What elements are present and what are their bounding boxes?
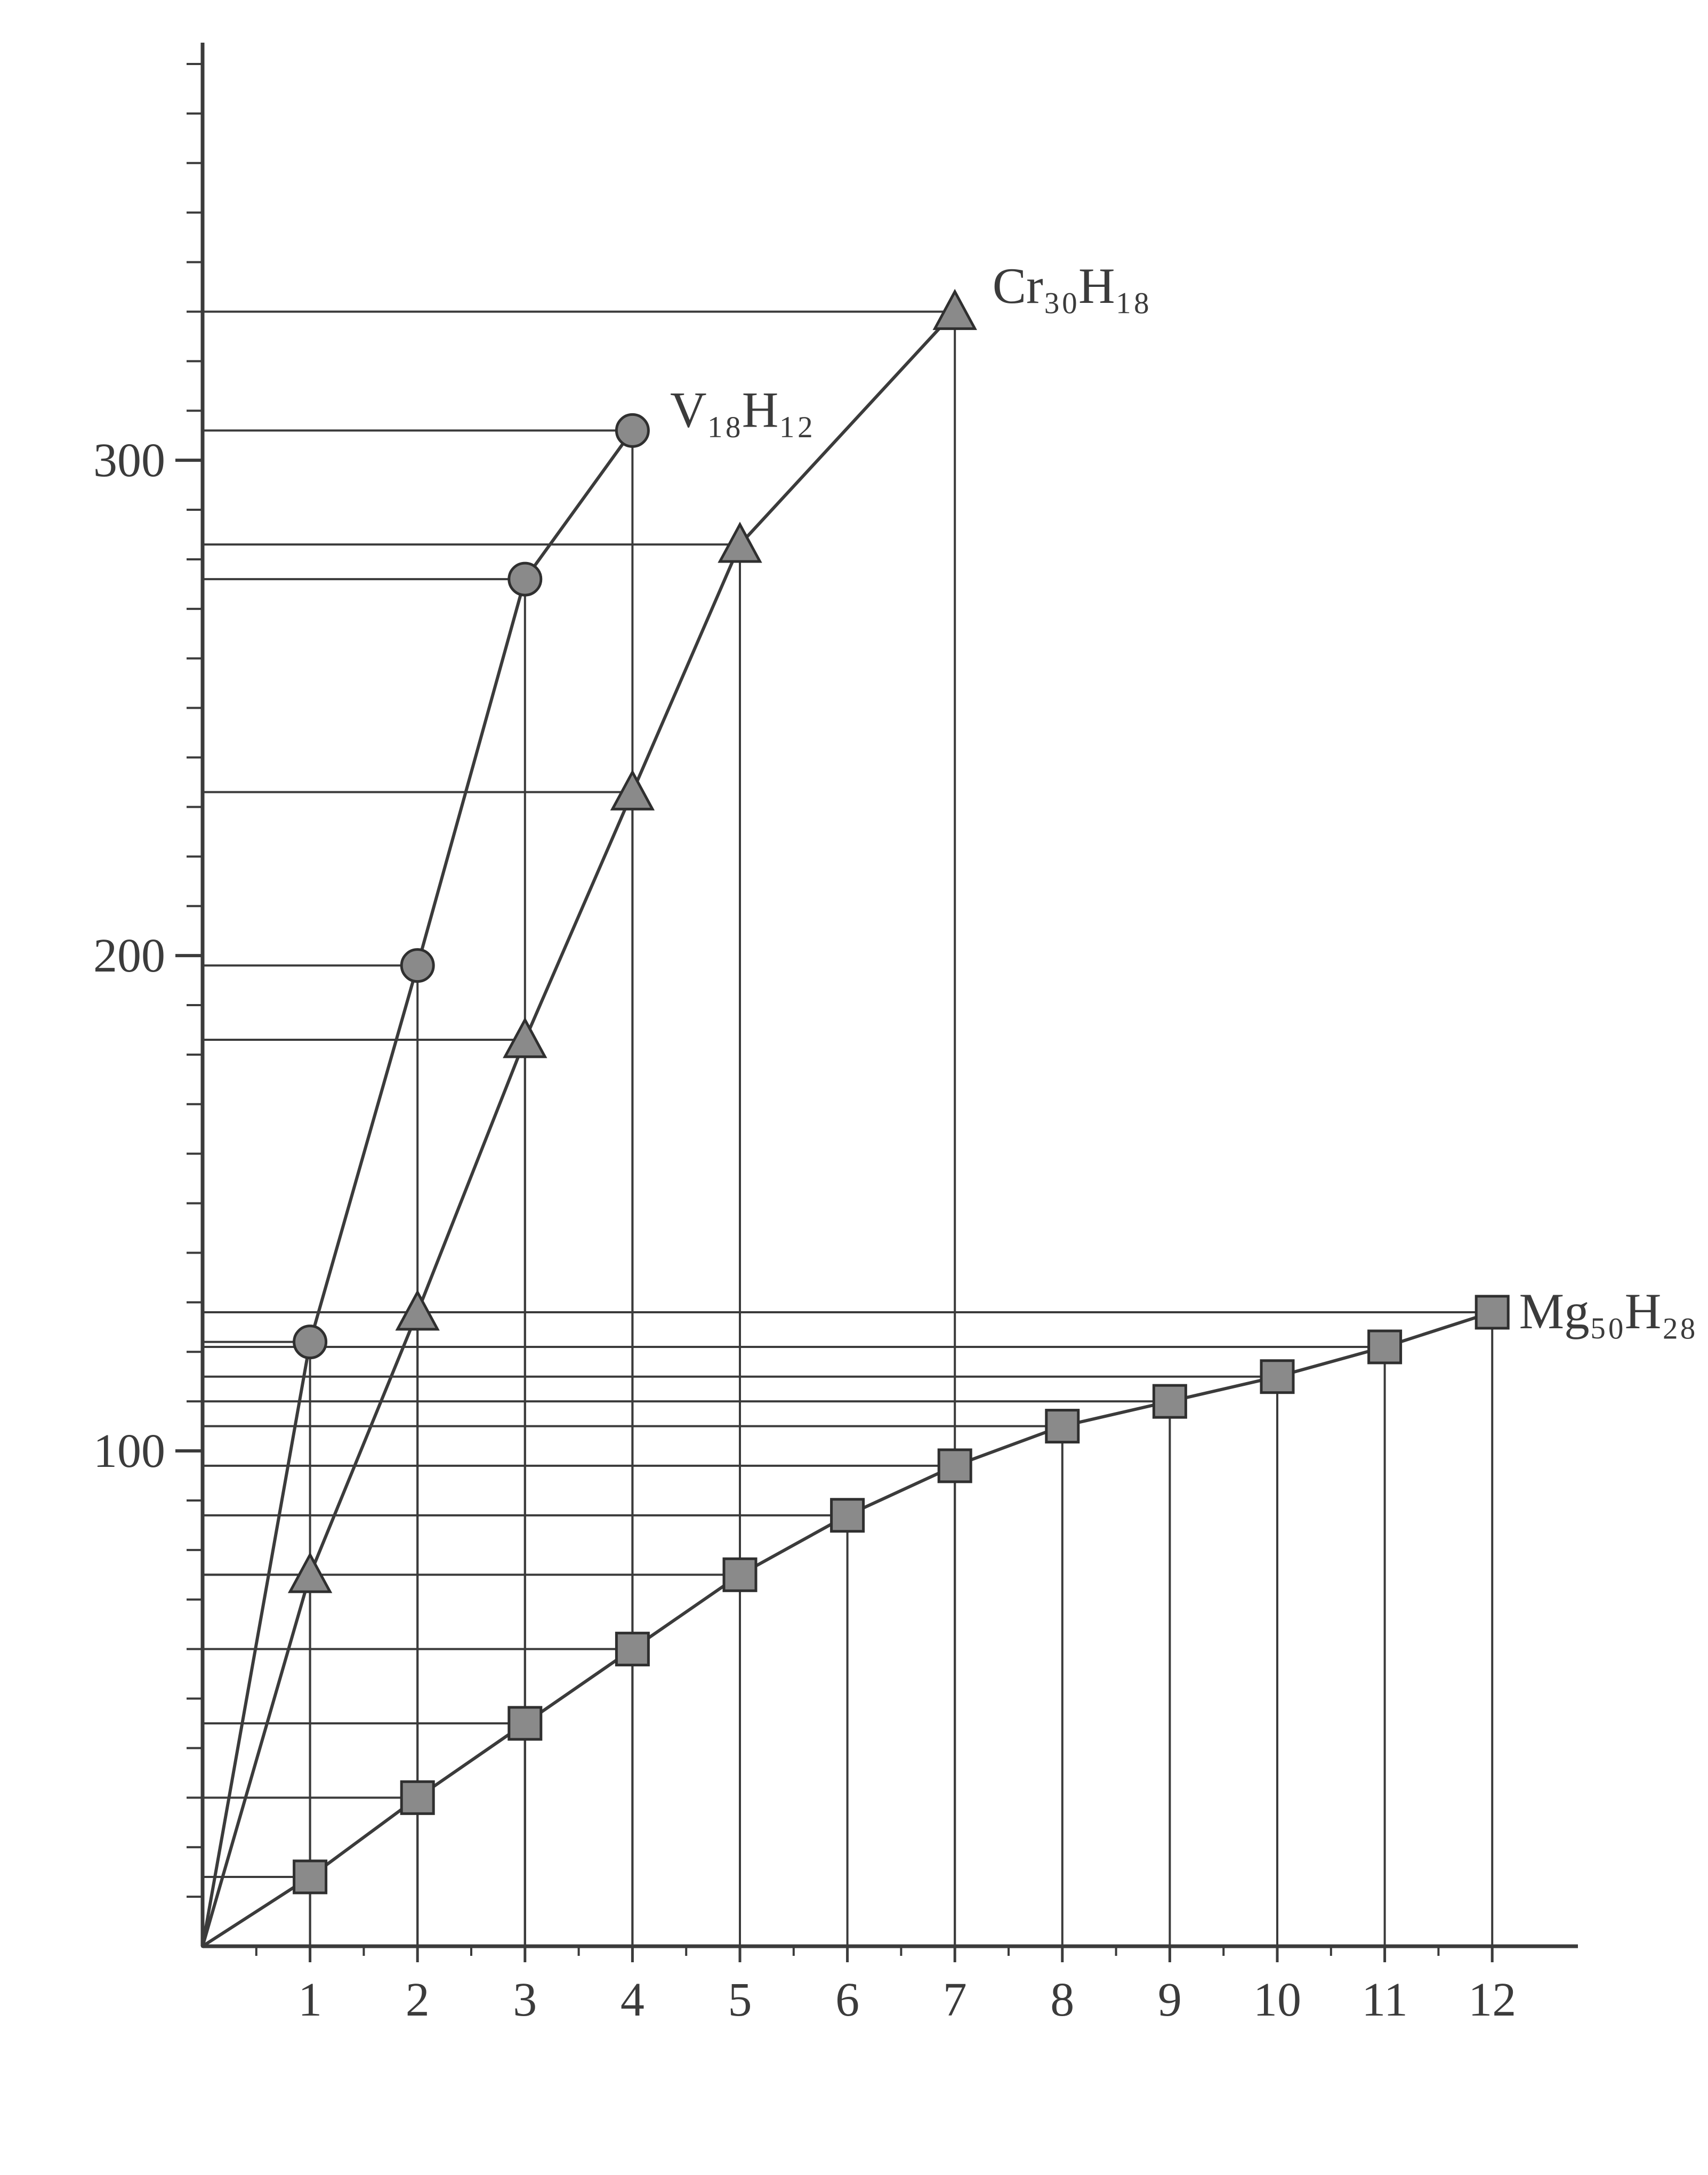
marker-mg bbox=[939, 1450, 971, 1482]
marker-mg bbox=[1154, 1385, 1186, 1417]
marker-mg bbox=[1046, 1410, 1078, 1442]
x-tick-label: 9 bbox=[1158, 1973, 1182, 2026]
marker-mg bbox=[294, 1861, 326, 1893]
marker-v bbox=[616, 414, 648, 446]
marker-mg bbox=[616, 1633, 648, 1665]
x-tick-label: 1 bbox=[298, 1973, 322, 2026]
marker-v bbox=[401, 950, 433, 982]
marker-mg bbox=[509, 1707, 541, 1739]
marker-mg bbox=[401, 1781, 433, 1813]
marker-mg bbox=[832, 1499, 864, 1531]
series-label-cr: Cr₃₀H₁₈ bbox=[993, 258, 1150, 314]
x-tick-label: 6 bbox=[835, 1973, 859, 2026]
y-tick-label: 300 bbox=[93, 434, 165, 487]
marker-v bbox=[509, 563, 541, 595]
x-tick-label: 2 bbox=[406, 1973, 430, 2026]
y-tick-label: 200 bbox=[93, 929, 165, 982]
marker-mg bbox=[1369, 1331, 1401, 1363]
marker-mg bbox=[724, 1559, 756, 1591]
x-tick-label: 5 bbox=[728, 1973, 752, 2026]
series-label-v: V₁₈H₁₂ bbox=[670, 381, 814, 438]
x-tick-label: 11 bbox=[1361, 1973, 1408, 2026]
x-tick-label: 12 bbox=[1468, 1973, 1516, 2026]
marker-mg bbox=[1261, 1361, 1293, 1393]
line-chart: 100200300123456789101112Mg₅₀H₂₈Cr₃₀H₁₈V₁… bbox=[0, 0, 1708, 2175]
marker-v bbox=[294, 1326, 326, 1358]
x-tick-label: 7 bbox=[943, 1973, 967, 2026]
chart-container: 100200300123456789101112Mg₅₀H₂₈Cr₃₀H₁₈V₁… bbox=[0, 0, 1708, 2175]
marker-mg bbox=[1476, 1296, 1508, 1328]
series-label-mg: Mg₅₀H₂₈ bbox=[1519, 1283, 1697, 1339]
x-tick-label: 3 bbox=[513, 1973, 537, 2026]
y-tick-label: 100 bbox=[93, 1425, 165, 1478]
x-tick-label: 10 bbox=[1253, 1973, 1301, 2026]
x-tick-label: 4 bbox=[621, 1973, 644, 2026]
x-tick-label: 8 bbox=[1050, 1973, 1074, 2026]
